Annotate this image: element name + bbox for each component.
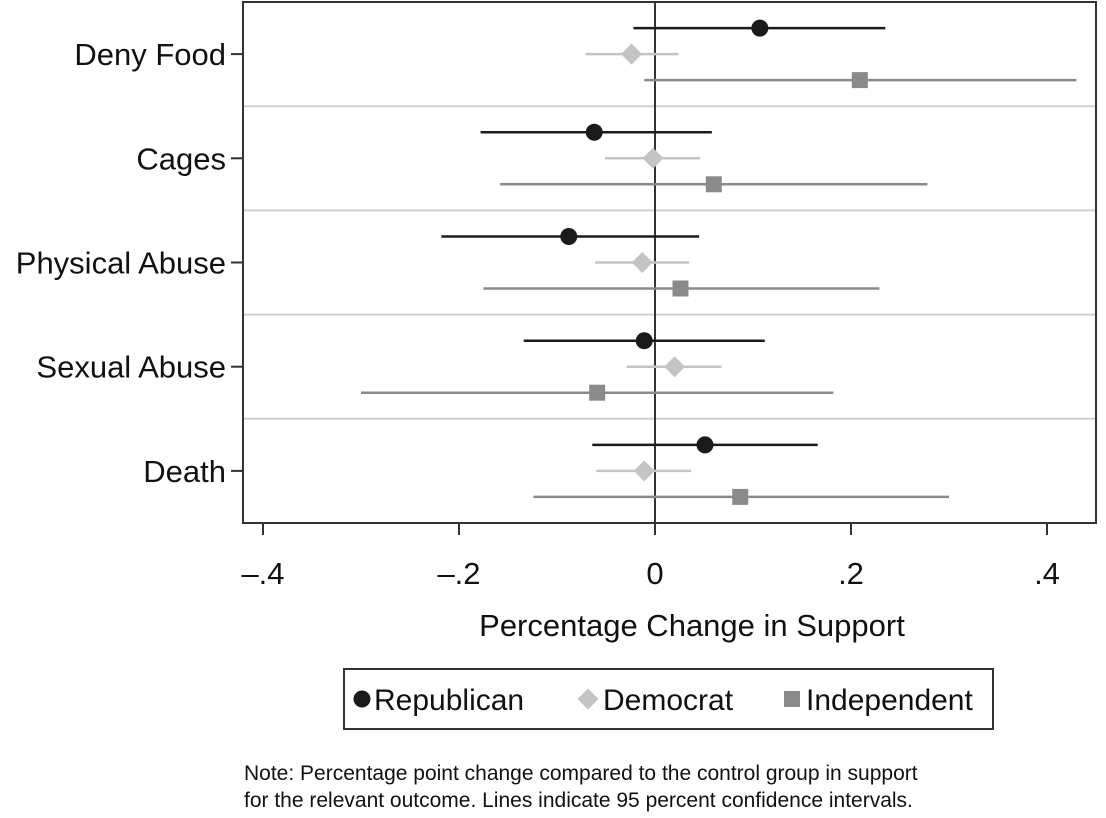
independent-point [851,72,868,89]
republican-point [696,436,714,454]
democrat-point [633,460,655,482]
plot-frame [242,1,1097,524]
note-line-2: for the relevant outcome. Lines indicate… [244,789,913,812]
independent-point [705,176,722,193]
legend-republican-marker [353,690,371,708]
legend-independent-label: Independent [806,684,973,717]
legend-republican-label: Republican [374,684,524,717]
note-line-1: Note: Percentage point change compared t… [244,762,918,785]
y-tick-label: Physical Abuse [16,246,226,281]
y-tick-label: Cages [136,141,226,176]
legend-democrat-label: Democrat [603,684,734,717]
x-tick-label: 0 [646,556,663,591]
republican-point [560,228,578,245]
republican-point [751,19,769,37]
y-tick-label: Death [143,454,226,489]
x-tick-label: –.4 [241,556,284,591]
republican-point [635,332,653,350]
democrat-point [642,147,664,169]
legend: Republican Democrat Independent [343,668,994,730]
figure-note: Note: Percentage point change compared t… [244,760,1094,814]
independent-point [672,280,689,297]
x-tick-label: –.2 [437,556,480,591]
y-tick-label: Deny Food [74,37,226,72]
legend-box [343,668,994,730]
independent-point [732,488,749,505]
independent-point [589,384,606,401]
dot-whisker-chart: Deny Food Cages Physical Abuse Sexual Abuse… [16,1,1097,730]
democrat-point [631,252,653,273]
legend-independent-marker [784,691,800,707]
republican-point [585,123,603,141]
democrat-point [620,43,642,65]
democrat-point [664,356,686,378]
x-tick-label: .2 [838,556,864,591]
x-axis-title: Percentage Change in Support [479,608,905,643]
y-tick-label: Sexual Abuse [36,350,226,385]
legend-democrat-marker [577,688,599,710]
x-tick-label: .4 [1034,556,1060,591]
